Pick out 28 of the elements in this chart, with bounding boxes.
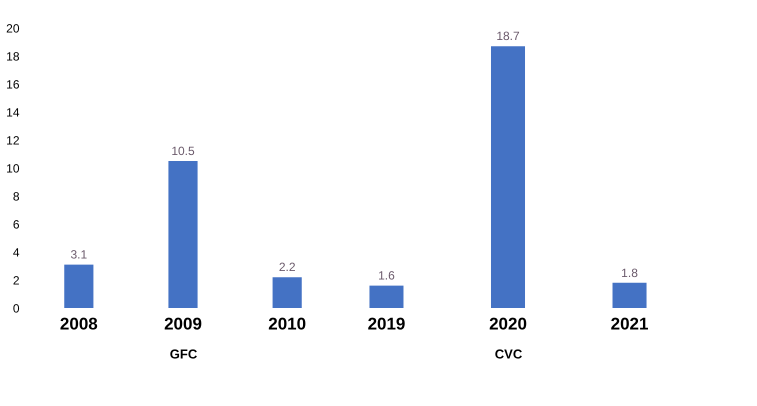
data-label: 18.7 xyxy=(496,29,520,44)
x-axis-title: CVC xyxy=(494,346,523,362)
x-tick-label: 2021 xyxy=(610,314,648,334)
y-tick-label: 20 xyxy=(6,22,20,36)
data-label: 2.2 xyxy=(278,260,296,274)
y-tick-label: 16 xyxy=(6,78,20,92)
y-tick-label: 18 xyxy=(6,50,20,64)
x-tick-label: 2020 xyxy=(489,314,527,334)
y-tick-label: 4 xyxy=(12,246,20,260)
x-tick-label: 2019 xyxy=(368,314,406,334)
x-tick-label: 2009 xyxy=(164,314,202,334)
x-axis-title: GFC xyxy=(170,346,198,362)
y-tick-label: 6 xyxy=(12,218,20,232)
y-tick-label: 8 xyxy=(12,190,20,204)
x-tick-label: 2010 xyxy=(268,314,306,334)
data-label: 1.6 xyxy=(378,268,396,283)
data-label: 3.1 xyxy=(70,248,88,262)
bar xyxy=(168,161,198,308)
y-tick-label: 12 xyxy=(6,134,20,148)
x-tick-label: 2008 xyxy=(60,314,98,334)
data-label: 1.8 xyxy=(621,266,638,280)
y-tick-label: 10 xyxy=(6,162,20,176)
bar xyxy=(64,264,94,308)
bar xyxy=(272,277,302,308)
y-tick-label: 2 xyxy=(12,274,20,288)
y-tick-label: 14 xyxy=(6,106,20,120)
data-label: 10.5 xyxy=(171,144,195,158)
y-tick-label: 0 xyxy=(12,302,20,316)
